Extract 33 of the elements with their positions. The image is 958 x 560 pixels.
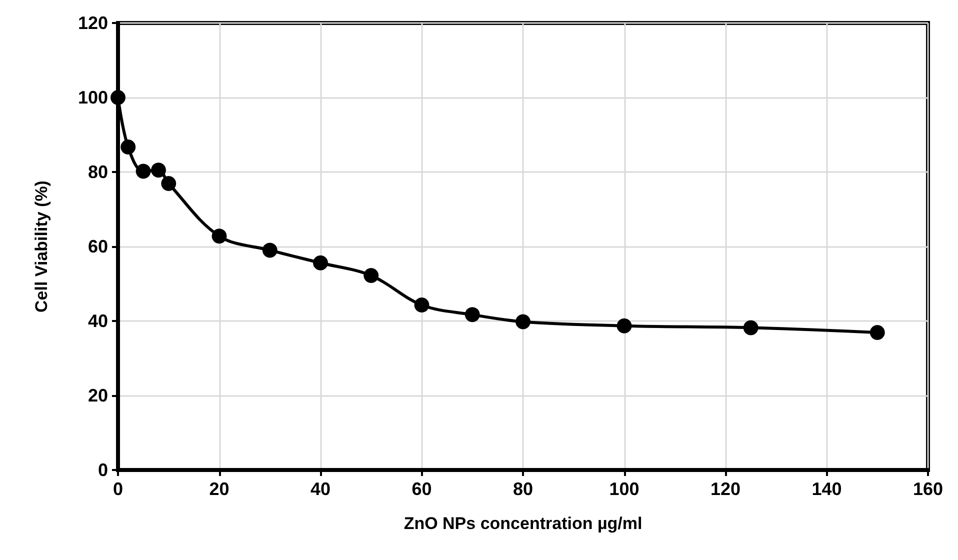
y-tick-label: 60 (88, 236, 108, 256)
y-axis-title: Cell Viability (%) (32, 180, 51, 312)
point (364, 268, 379, 284)
x-tick-label: 0 (112, 479, 124, 499)
point (212, 228, 227, 244)
point (161, 176, 176, 192)
point (151, 162, 166, 178)
y-tick-label: 20 (88, 386, 108, 406)
y-tick-label: 80 (88, 162, 108, 182)
point (313, 255, 328, 270)
x-tick-label: 140 (812, 479, 842, 499)
x-tick-label: 100 (609, 479, 640, 499)
y-tick-label: 40 (88, 311, 108, 331)
x-axis-title: ZnO NPs concentration µg/ml (404, 514, 642, 533)
point (120, 140, 136, 155)
point (136, 164, 151, 179)
y-tick-label: 0 (98, 460, 108, 480)
x-tick-label: 80 (512, 479, 534, 499)
point (464, 307, 480, 322)
point (414, 297, 430, 312)
point (743, 320, 758, 336)
x-tick-label: 20 (209, 479, 230, 499)
point (110, 90, 126, 105)
point (870, 325, 885, 340)
point (616, 318, 632, 334)
x-tick-label: 60 (412, 479, 432, 499)
point (262, 242, 278, 258)
x-tick-label: 120 (710, 479, 741, 499)
y-tick-label: 100 (78, 88, 108, 108)
x-tick-label: 40 (310, 479, 331, 499)
point (516, 314, 530, 330)
y-tick-label: 120 (78, 13, 108, 33)
x-tick-label: 160 (912, 479, 944, 499)
